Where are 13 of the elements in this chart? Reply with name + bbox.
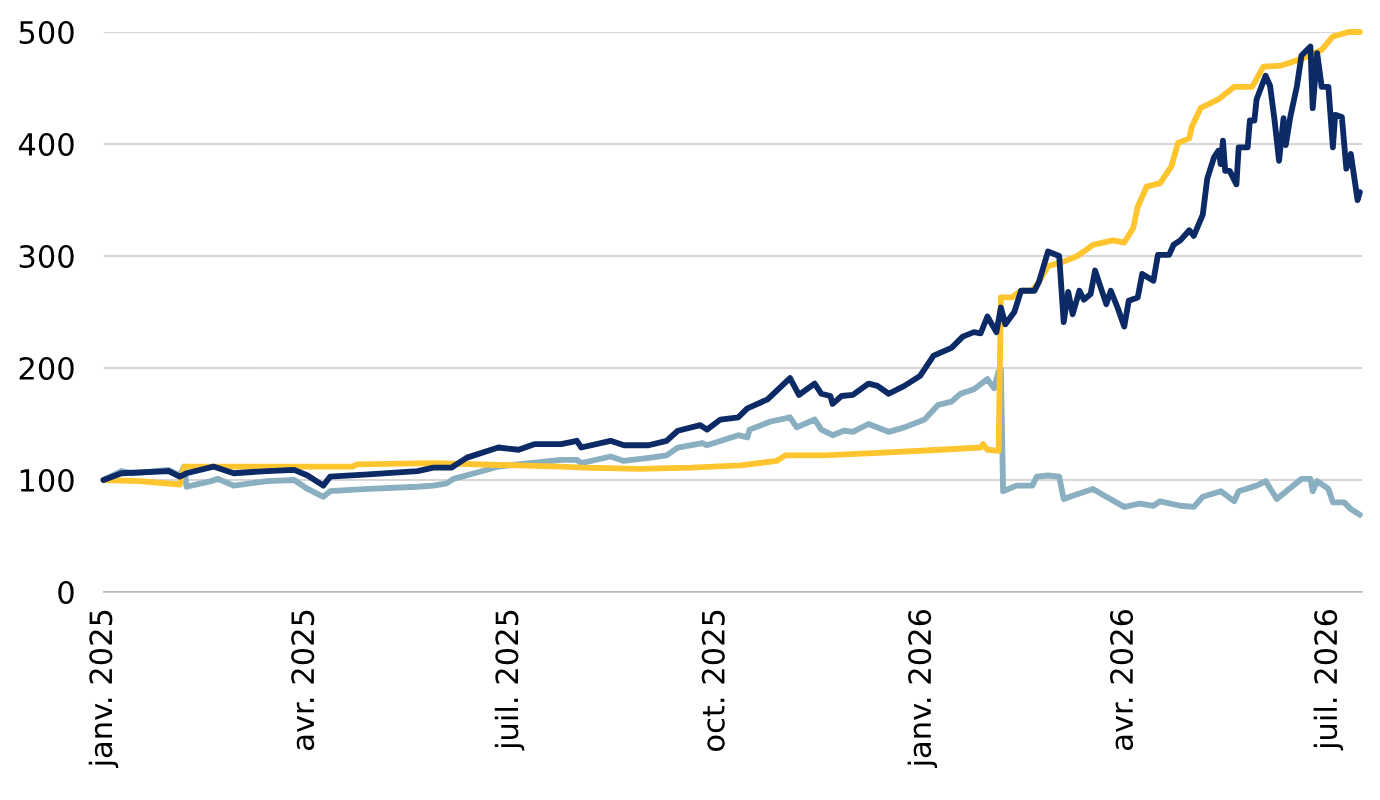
x-tick-label: avr. 2026 <box>1110 609 1134 750</box>
x-tick-label: oct. 2025 <box>701 610 725 751</box>
y-tick-label: 0 <box>58 580 74 605</box>
x-tick-label: juil. 2026 <box>1313 609 1344 751</box>
x-tick-label: avr. 2025 <box>291 610 315 750</box>
y-tick-label: 500 <box>19 20 74 45</box>
y-tick-label: 400 <box>18 132 74 157</box>
y-tick-label: 300 <box>19 244 74 269</box>
x-tick-label: janv. 2026 <box>907 609 938 769</box>
x-tick-label: janv. 2025 <box>88 610 119 769</box>
y-tick-label: 200 <box>19 356 74 381</box>
x-tick-label: juil. 2025 <box>494 610 525 751</box>
y-tick-label: 100 <box>20 468 74 493</box>
